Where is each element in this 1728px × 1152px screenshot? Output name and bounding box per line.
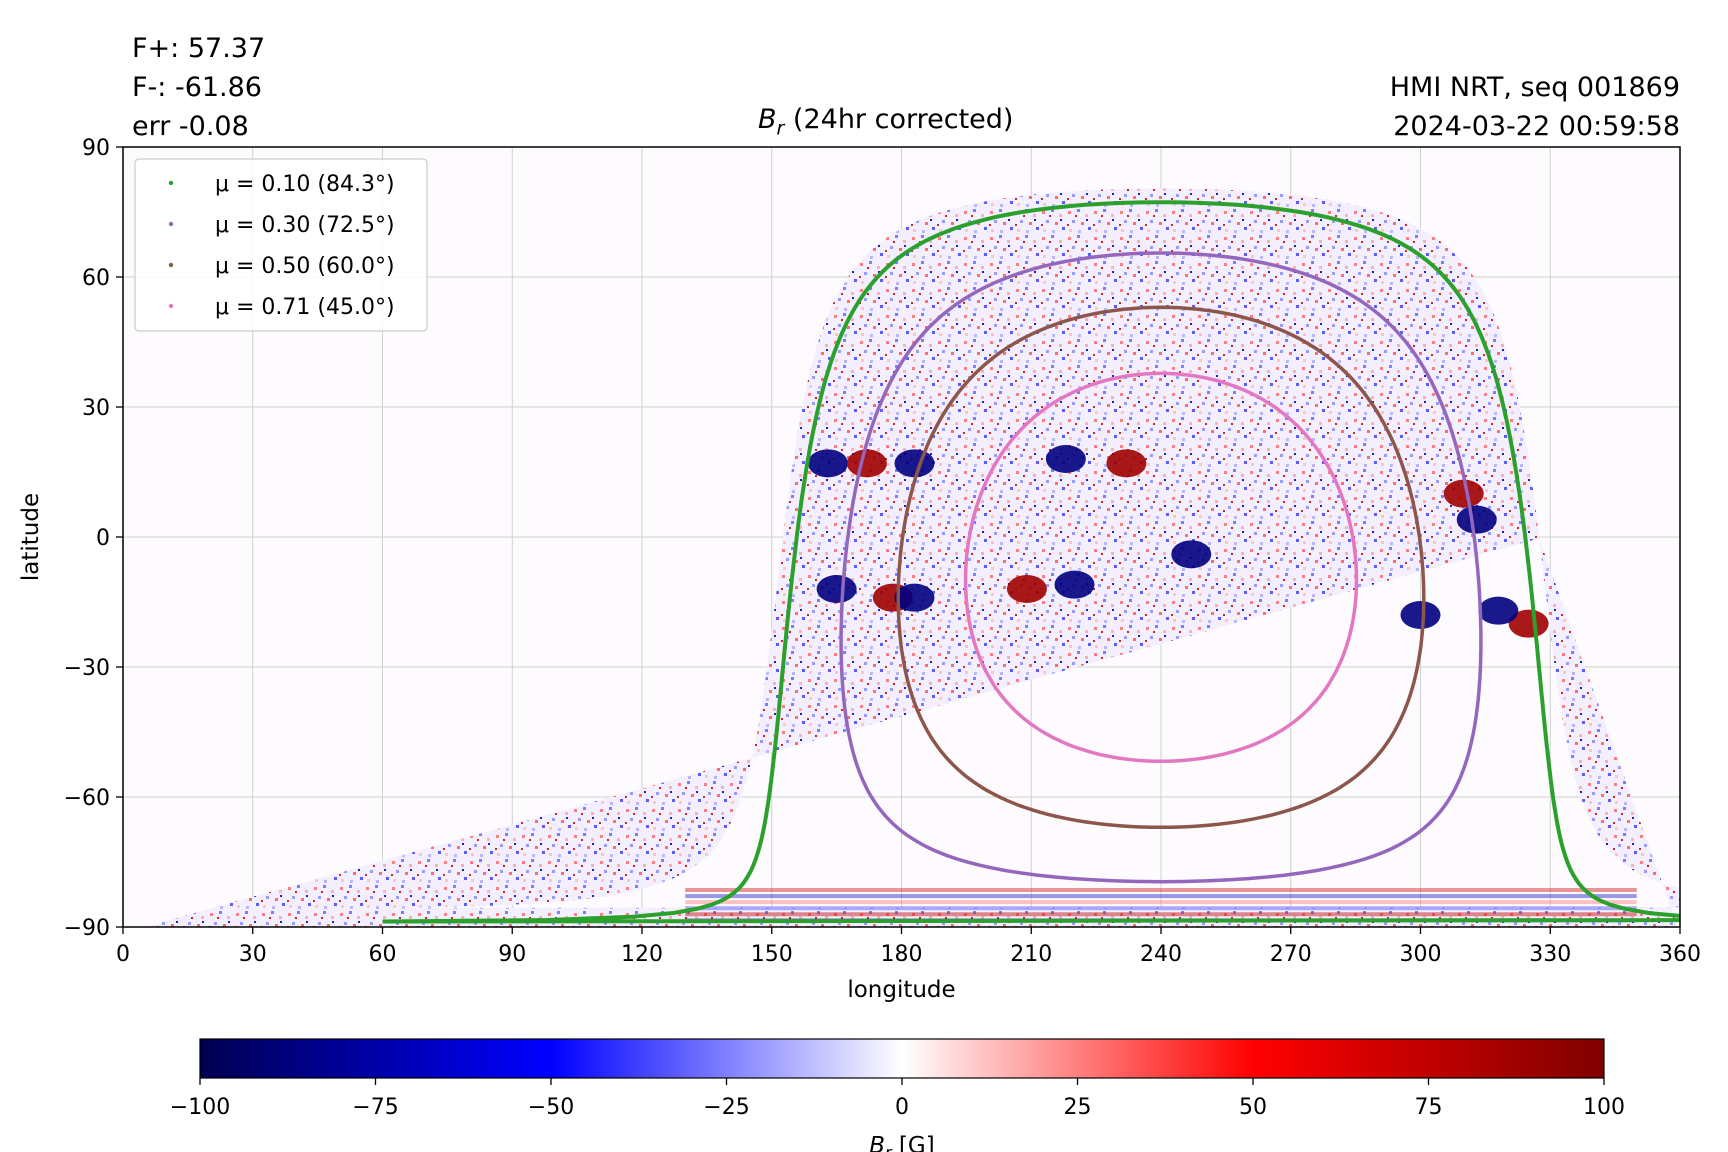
- legend-marker: [168, 303, 174, 309]
- y-axis-label: latitude: [18, 493, 44, 581]
- title-variable: B: [758, 104, 777, 135]
- y-axis-ticks: 90 60 30 0 −30 −60 −90: [64, 136, 123, 941]
- polar-band: [685, 900, 1637, 905]
- flux-negative: F-: -61.86: [132, 72, 262, 103]
- active-region: [1508, 609, 1549, 638]
- x-tick-label: 120: [621, 942, 663, 967]
- active-region: [1400, 601, 1441, 629]
- active-region: [1171, 540, 1212, 569]
- active-region: [1045, 445, 1086, 473]
- polar-band: [685, 906, 1637, 911]
- y-tick-label: −90: [64, 916, 110, 941]
- colorbar-tick-label: −50: [528, 1095, 574, 1120]
- legend-label: μ = 0.50 (60.0°): [215, 254, 395, 279]
- active-region: [846, 449, 887, 478]
- x-tick-label: 270: [1270, 942, 1312, 967]
- active-region: [1054, 570, 1095, 599]
- chart-title: Br (24hr corrected): [758, 104, 1013, 139]
- mu-contour: [382, 200, 1680, 924]
- colorbar-tick-label: −25: [703, 1095, 749, 1120]
- legend-label: μ = 0.10 (84.3°): [215, 172, 395, 197]
- polar-band: [685, 888, 1637, 892]
- active-region: [1443, 479, 1484, 508]
- legend: μ = 0.10 (84.3°) μ = 0.30 (72.5°) μ = 0.50…: [134, 158, 428, 332]
- y-tick-label: 60: [82, 266, 110, 291]
- x-tick-label: 60: [369, 942, 397, 967]
- colorbar-ticks: −100 −75 −50 −25 0 25 50 75 100: [170, 1078, 1625, 1120]
- source-line: HMI NRT, seq 001869: [1389, 72, 1680, 103]
- title-text: (24hr corrected): [784, 104, 1014, 135]
- x-tick-label: 300: [1400, 942, 1442, 967]
- active-region: [1456, 505, 1497, 534]
- active-region: [894, 449, 935, 478]
- timestamp: 2024-03-22 00:59:58: [1393, 111, 1680, 142]
- colorbar-tick-label: −75: [352, 1095, 398, 1120]
- title-subscript: r: [776, 117, 785, 140]
- y-tick-label: 90: [82, 136, 110, 161]
- legend-label: μ = 0.30 (72.5°): [215, 213, 395, 238]
- disk-layer: [144, 188, 1680, 927]
- x-tick-label: 210: [1010, 942, 1052, 967]
- colorbar-label-variable: B: [869, 1133, 885, 1152]
- active-region: [894, 583, 935, 612]
- x-tick-label: 30: [239, 942, 267, 967]
- x-tick-label: 150: [751, 942, 793, 967]
- legend-marker: [168, 221, 174, 227]
- x-tick-label: 90: [498, 942, 526, 967]
- legend-box: [134, 158, 428, 332]
- x-tick-label: 0: [116, 942, 130, 967]
- mu-contour: [839, 251, 1483, 884]
- legend-label: μ = 0.71 (45.0°): [215, 295, 395, 320]
- y-tick-label: 30: [82, 396, 110, 421]
- colorbar-tick-label: 50: [1239, 1095, 1267, 1120]
- mu-contours: [382, 200, 1680, 924]
- x-axis-label: longitude: [847, 977, 955, 1003]
- colorbar-tick-label: 25: [1064, 1095, 1092, 1120]
- polar-band: [685, 912, 1637, 917]
- legend-marker: [168, 180, 174, 186]
- colorbar-tick-label: −100: [170, 1095, 230, 1120]
- flux-positive: F+: 57.37: [132, 33, 266, 64]
- flux-error: err -0.08: [132, 111, 249, 142]
- active-region: [1478, 596, 1519, 625]
- x-tick-label: 330: [1529, 942, 1571, 967]
- active-region: [1006, 575, 1047, 603]
- colorbar-tick-label: 0: [895, 1095, 909, 1120]
- colorbar: [199, 1038, 1605, 1079]
- x-tick-label: 180: [881, 942, 923, 967]
- colorbar-label-subscript: r: [885, 1143, 893, 1152]
- legend-marker: [168, 262, 174, 268]
- y-tick-label: −60: [64, 786, 110, 811]
- x-tick-label: 360: [1659, 942, 1701, 967]
- colorbar-label-unit: [G]: [892, 1133, 935, 1152]
- active-region: [1106, 449, 1147, 478]
- x-axis-ticks: 0 30 60 90 120 150 180 210 240 270 300 330 360: [116, 927, 1701, 967]
- active-region: [807, 449, 848, 478]
- mu-contour: [896, 305, 1426, 830]
- x-tick-label: 240: [1140, 942, 1182, 967]
- y-tick-label: 0: [96, 526, 110, 551]
- active-region: [816, 575, 857, 603]
- mu-contour: [963, 371, 1359, 764]
- y-tick-label: −30: [64, 656, 110, 681]
- colorbar-tick-label: 75: [1415, 1095, 1443, 1120]
- polar-band: [685, 894, 1637, 899]
- colorbar-label: Br [G]: [869, 1133, 934, 1152]
- colorbar-tick-label: 100: [1583, 1095, 1625, 1120]
- solar-disk: [144, 188, 1680, 927]
